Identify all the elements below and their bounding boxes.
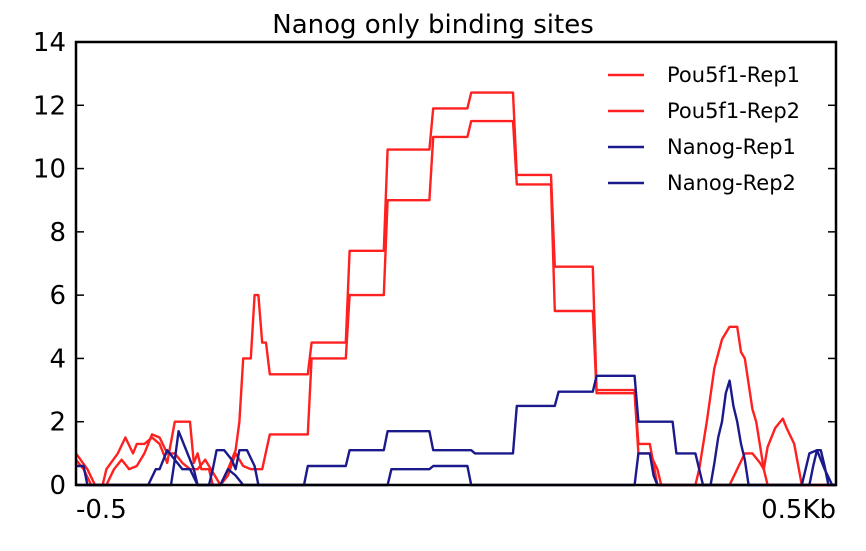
y-tick-label-0: 0 <box>49 471 66 501</box>
series-line-4 <box>76 430 836 487</box>
series-line-2 <box>75 119 836 487</box>
x-tick-label-1: 0.5Kb <box>761 495 836 525</box>
legend-label-4: Nanog-Rep2 <box>667 171 796 195</box>
legend-label-3: Nanog-Rep1 <box>667 135 796 159</box>
legend-label-1: Pou5f1-Rep1 <box>667 63 800 87</box>
y-tick-label-5: 10 <box>33 155 66 185</box>
legend: Pou5f1-Rep1 Pou5f1-Rep2 Nanog-Rep1 Nanog-Re… <box>608 63 800 195</box>
y-tick-label-2: 4 <box>49 344 66 374</box>
series-line-1 <box>75 91 836 487</box>
y-tick-label-3: 6 <box>49 281 66 311</box>
y-tick-label-1: 2 <box>49 408 66 438</box>
y-tick-label-7: 14 <box>33 28 66 58</box>
y-tick-label-6: 12 <box>33 91 66 121</box>
plot-frame <box>74 40 838 487</box>
y-tick-label-4: 8 <box>49 218 66 248</box>
chart-title: Nanog only binding sites <box>272 10 593 40</box>
x-tick-label-0: -0.5 <box>76 495 127 525</box>
tick-layer: 0 2 4 6 8 10 12 14 -0.5 0.5Kb <box>33 28 836 525</box>
legend-label-2: Pou5f1-Rep2 <box>667 99 800 123</box>
